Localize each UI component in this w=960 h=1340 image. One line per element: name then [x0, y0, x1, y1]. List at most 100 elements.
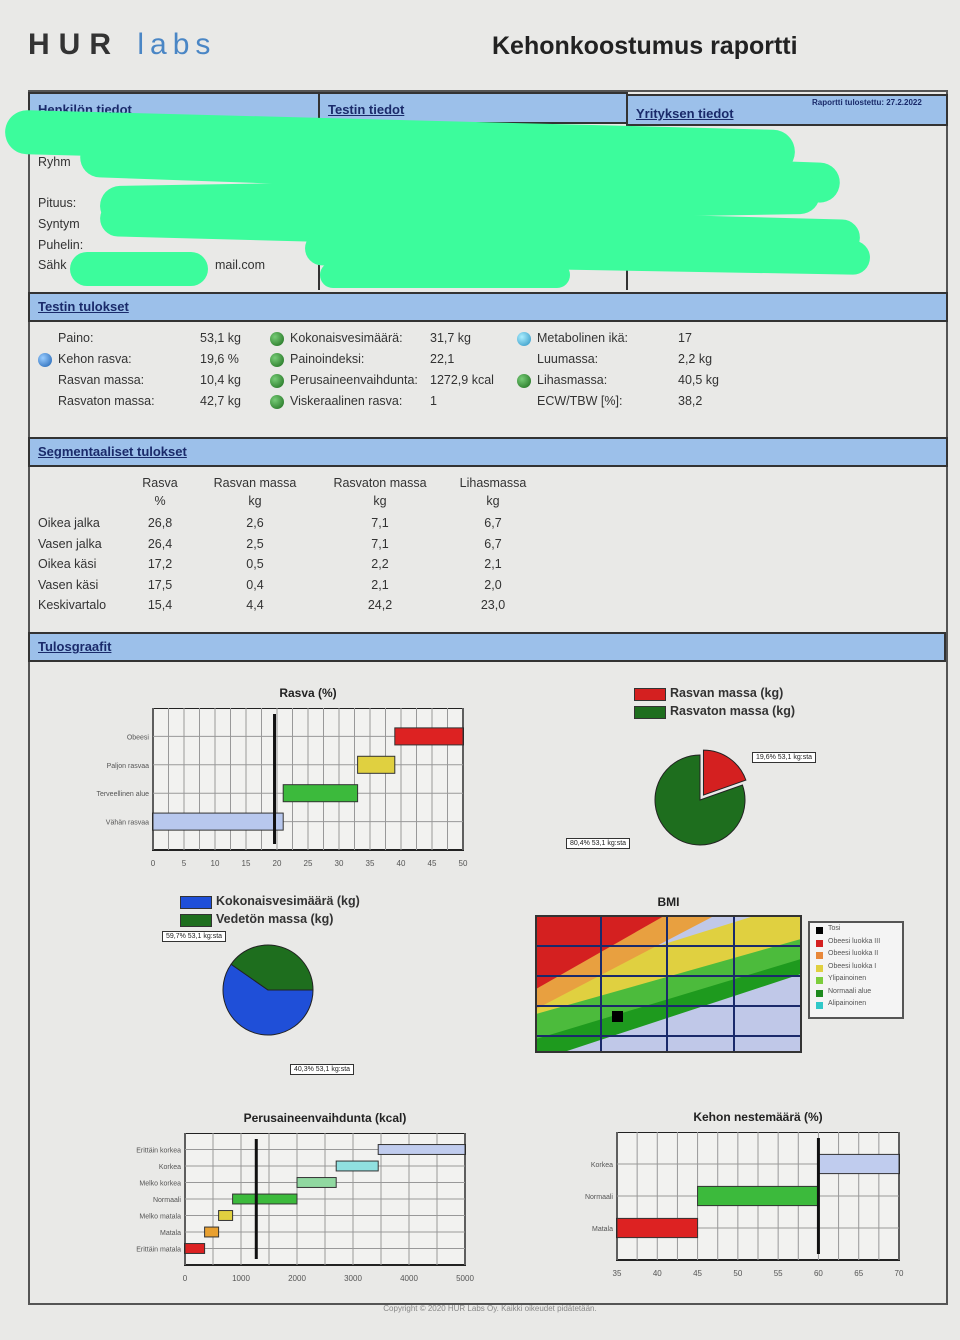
- result-value: 31,7 kg: [430, 331, 472, 345]
- result-value: 19,6 %: [200, 352, 239, 366]
- range-chart: Matala Normaali Korkea 35 40 45 50 55 60 65 70: [585, 1132, 904, 1278]
- category-label: Normaali: [153, 1197, 181, 1204]
- segment-value: 2,2: [371, 557, 389, 571]
- redaction: [320, 262, 570, 288]
- tick-label: 35: [613, 1269, 622, 1278]
- column-unit: kg: [373, 494, 387, 508]
- legend-label: Rasvan massa (kg): [670, 686, 784, 700]
- status-dot-icon: [38, 353, 52, 367]
- tick-label: 45: [428, 859, 437, 868]
- status-dot-icon: [270, 353, 284, 367]
- tick-label: 2000: [288, 1274, 306, 1283]
- result-value: 42,7 kg: [200, 394, 242, 408]
- pie-chart: [654, 749, 747, 846]
- email-tail: mail.com: [215, 258, 266, 272]
- range-chart: Vähän rasvaa Terveellinen alue Paljon rasv…: [96, 708, 468, 868]
- category-label: Matala: [160, 1230, 181, 1237]
- result-label: Perusaineenvaihdunta:: [290, 373, 418, 387]
- range-bar: [152, 812, 284, 831]
- segment-value: 2,6: [246, 516, 264, 530]
- legend-label: Obeesi luokka I: [828, 962, 877, 970]
- tick-label: 50: [733, 1269, 742, 1278]
- test-results-header: Testin tulokset: [28, 292, 948, 322]
- status-dot-icon: [517, 332, 531, 346]
- tick-label: 1000: [232, 1274, 250, 1283]
- printed-date: Raportti tulostettu: 27.2.2022: [812, 98, 922, 107]
- pie-label: 19,6% 53,1 kg:sta: [752, 752, 817, 763]
- result-label: ECW/TBW [%]:: [537, 394, 623, 408]
- status-dot-icon: [270, 374, 284, 388]
- legend-swatch: [816, 964, 823, 972]
- column-unit: kg: [248, 494, 262, 508]
- tick-label: 3000: [344, 1274, 362, 1283]
- legend-label: Vedetön massa (kg): [216, 912, 334, 926]
- category-label: Paljon rasvaa: [107, 763, 150, 770]
- chart-title: Rasva (%): [279, 686, 337, 700]
- tick-label: 55: [774, 1269, 783, 1278]
- range-bar: [616, 1217, 699, 1239]
- range-bar: [296, 1177, 337, 1188]
- segment-value: 6,7: [484, 536, 502, 551]
- segment-value: 17,2: [147, 557, 173, 571]
- column-header: Rasva: [142, 476, 178, 490]
- info-label: Sähk: [38, 258, 67, 272]
- status-dot-icon: [270, 395, 284, 409]
- category-label: Terveellinen alue: [96, 791, 149, 798]
- tick-label: 70: [895, 1269, 904, 1278]
- tick-label: 0: [151, 859, 156, 868]
- pie-slice: [230, 944, 314, 991]
- column-unit: %: [154, 494, 166, 508]
- legend-label: Ylipainoinen: [828, 975, 867, 982]
- result-label: Paino:: [58, 331, 94, 345]
- legend-swatch: [816, 989, 823, 997]
- result-value: 1: [430, 394, 437, 408]
- legend-swatch: [180, 914, 212, 927]
- footer: Copyright © 2020 HUR Labs Oy. Kaikki oik…: [383, 1304, 597, 1313]
- report-title: Kehonkoostumus raportti: [492, 32, 798, 60]
- segment-value: 7,1: [371, 516, 389, 530]
- segment-value: 4,4: [246, 598, 264, 612]
- segment-value: 0,4: [246, 577, 264, 592]
- tick-label: 25: [304, 859, 313, 868]
- range-bar: [232, 1193, 298, 1205]
- category-label: Erittäin korkea: [136, 1148, 181, 1155]
- column-header: Lihasmassa: [459, 476, 527, 490]
- info-label: Ryhm: [38, 155, 71, 169]
- range-bar: [204, 1226, 220, 1238]
- bmi-chart: [535, 915, 802, 1053]
- result-label: Kokonaisvesimäärä:: [290, 331, 403, 345]
- pie-slice: [222, 963, 314, 1036]
- result-label: Luumassa:: [537, 352, 599, 366]
- column-unit: kg: [486, 494, 500, 508]
- segment-value: 26,4: [147, 536, 173, 551]
- category-label: Melko matala: [139, 1214, 181, 1221]
- range-bar: [218, 1210, 234, 1221]
- chart-title: BMI: [657, 895, 680, 909]
- result-value: 40,5 kg: [678, 373, 720, 387]
- tick-label: 60: [814, 1269, 823, 1278]
- segment-value: 23,0: [480, 598, 506, 612]
- category-label: Normaali: [585, 1194, 613, 1201]
- result-value: 22,1: [430, 352, 455, 366]
- column-header: Rasvaton massa: [333, 476, 427, 490]
- tick-label: 40: [397, 859, 406, 868]
- status-dot-icon: [270, 332, 284, 346]
- segment-value: 2,1: [484, 557, 502, 571]
- tick-label: 45: [693, 1269, 702, 1278]
- range-bar: [357, 755, 396, 774]
- result-label: Viskeraalinen rasva:: [290, 394, 403, 408]
- legend-label: Obeesi luokka II: [828, 950, 879, 957]
- tick-label: 15: [242, 859, 251, 868]
- segment-value: 6,7: [484, 516, 502, 530]
- legend-swatch: [634, 688, 666, 701]
- pie-slice: [702, 749, 747, 796]
- column-header: Rasvan massa: [213, 476, 297, 490]
- legend-swatch: [816, 977, 823, 984]
- result-value: 10,4 kg: [200, 373, 242, 387]
- range-bar: [282, 784, 359, 803]
- bmi-point: [612, 1011, 623, 1022]
- tick-label: 65: [854, 1269, 863, 1278]
- pie-label: 40,3% 53,1 kg:sta: [290, 1064, 355, 1075]
- hur-labs-logo: HUR labs: [28, 28, 217, 61]
- segment-name: Vasen jalka: [38, 536, 102, 551]
